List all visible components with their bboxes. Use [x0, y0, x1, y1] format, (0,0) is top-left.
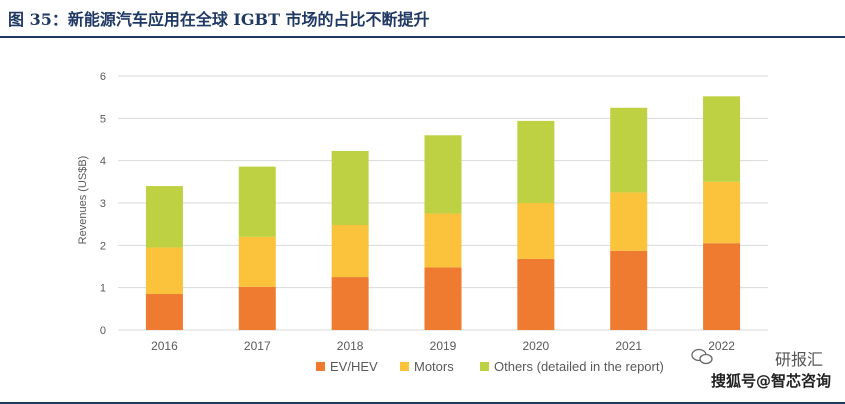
y-tick-label: 1	[100, 283, 106, 295]
bar-segment-motors	[238, 236, 276, 287]
bar-segment-ev-hev	[238, 286, 276, 330]
legend-label: Motors	[414, 359, 454, 374]
watermark-source: 搜狐号@智芯咨询	[710, 372, 831, 390]
stacked-bar-chart: 0 1 2 3 4 5 6 Revenues (US$B) 2016 2017 2018 2019…	[77, 71, 768, 374]
figure-header: 图 35：新能源汽车应用在全球 IGBT 市场的占比不断提升	[0, 0, 845, 36]
x-axis-ticks: 2016 2017 2018 2019 2020 2021 2022	[151, 339, 735, 353]
x-tick-label: 2020	[523, 339, 550, 353]
y-tick-label: 5	[100, 113, 106, 125]
y-tick-label: 3	[100, 198, 106, 210]
y-axis-ticks: 0 1 2 3 4 5 6	[100, 71, 106, 337]
y-tick-label: 6	[100, 71, 106, 83]
y-tick-label: 4	[100, 156, 106, 168]
footer-divider	[0, 402, 845, 404]
legend-swatch	[400, 362, 409, 371]
legend-swatch	[316, 362, 325, 371]
legend-label: EV/HEV	[330, 359, 378, 374]
bar-segment-others	[238, 166, 276, 237]
bar-segment-ev-hev	[145, 294, 183, 330]
watermark: 研报汇 搜狐号@智芯咨询	[671, 346, 831, 394]
x-tick-label: 2022	[708, 339, 735, 353]
x-tick-label: 2018	[337, 339, 364, 353]
legend-label: Others (detailed in the report)	[494, 359, 664, 374]
x-tick-label: 2017	[244, 339, 271, 353]
legend-swatch	[480, 362, 489, 371]
header-divider	[0, 36, 845, 38]
x-tick-label: 2019	[430, 339, 457, 353]
bar-segment-ev-hev	[424, 267, 462, 330]
bar-segment-ev-hev	[703, 243, 741, 330]
y-tick-label: 2	[100, 240, 106, 252]
figure-title: 图 35：新能源汽车应用在全球 IGBT 市场的占比不断提升	[8, 10, 430, 29]
bar-segment-others	[703, 96, 741, 182]
bar-segment-others	[331, 150, 369, 226]
chat-bubble-icon	[691, 348, 713, 365]
bar-segment-motors	[145, 247, 183, 295]
bar-segment-motors	[424, 213, 462, 268]
bar-segment-others	[145, 186, 183, 248]
gridlines	[118, 75, 768, 331]
y-axis-label: Revenues (US$B)	[77, 156, 89, 245]
bar-segment-motors	[517, 203, 555, 259]
bar-segment-ev-hev	[331, 277, 369, 330]
watermark-brand: 研报汇	[774, 350, 823, 369]
bar-segment-motors	[610, 192, 648, 251]
bar-segment-others	[610, 107, 648, 193]
bar-segment-others	[424, 135, 462, 214]
x-tick-label: 2021	[615, 339, 642, 353]
bar-segment-motors	[703, 181, 741, 244]
x-tick-label: 2016	[151, 339, 178, 353]
bar-segment-others	[517, 120, 555, 203]
y-tick-label: 0	[100, 325, 106, 337]
bar-segment-ev-hev	[610, 250, 648, 330]
bar-stacks	[145, 96, 741, 330]
bar-segment-ev-hev	[517, 258, 555, 330]
legend: EV/HEV Motors Others (detailed in the repo…	[316, 359, 664, 374]
bar-segment-motors	[331, 225, 369, 278]
